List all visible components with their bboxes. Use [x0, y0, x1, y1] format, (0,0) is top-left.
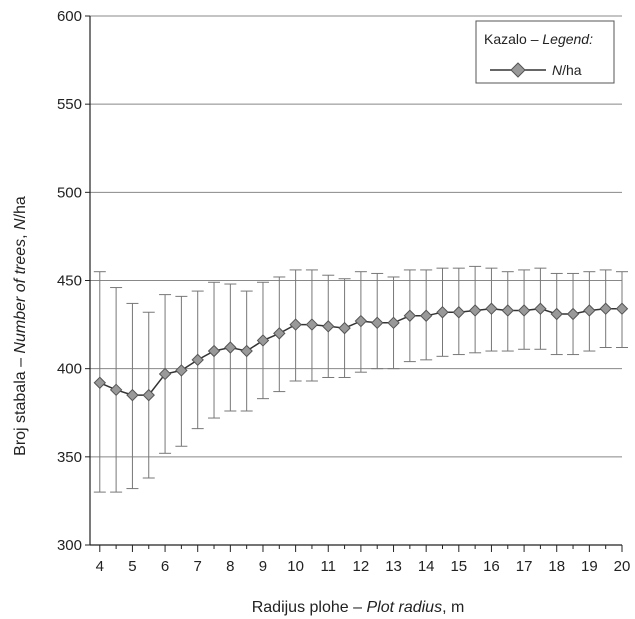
data-point	[550, 307, 563, 321]
x-tick-label: 7	[194, 558, 202, 575]
data-point	[534, 302, 547, 315]
y-tick-label: 400	[57, 361, 82, 378]
x-tick-label: 6	[161, 558, 169, 575]
data-point	[207, 344, 221, 358]
y-tick-label: 450	[57, 273, 82, 290]
data-point	[305, 318, 319, 331]
data-point	[371, 316, 384, 330]
data-point	[354, 314, 368, 328]
y-tick-label: 300	[57, 537, 82, 554]
y-tick-label: 500	[57, 184, 82, 201]
axes	[85, 15, 623, 552]
data-point	[485, 302, 498, 315]
x-tick-label: 11	[320, 558, 336, 575]
x-tick-label: 17	[516, 558, 533, 575]
data-point	[273, 327, 286, 340]
legend-series-label: N/ha	[552, 62, 582, 78]
y-axis-title: Broj stabala – Number of trees, N/ha	[12, 196, 29, 456]
data-point	[599, 302, 612, 315]
x-tick-label: 19	[581, 558, 598, 575]
x-axis-title: Radijus plohe – Plot radius, m	[252, 599, 465, 616]
x-tick-label: 20	[614, 558, 631, 575]
data-point	[615, 302, 629, 315]
x-tick-label: 5	[128, 558, 136, 575]
data-point	[175, 364, 188, 377]
y-tick-label: 350	[57, 449, 82, 466]
data-point	[387, 316, 400, 330]
x-tick-label: 14	[418, 558, 435, 575]
data-point	[322, 320, 335, 333]
data-point	[436, 306, 449, 319]
data-point	[93, 376, 106, 389]
data-point	[191, 353, 204, 367]
legend-marker-icon	[510, 62, 526, 78]
x-tick-label: 15	[450, 558, 467, 575]
legend-box	[475, 20, 615, 84]
x-tick-label: 9	[259, 558, 267, 575]
data-point	[583, 304, 596, 317]
data-point	[158, 367, 172, 381]
data-point	[452, 306, 466, 319]
data-point	[240, 344, 253, 358]
data-point	[126, 388, 139, 402]
data-point	[517, 304, 531, 317]
series-nha	[93, 302, 629, 402]
data-point	[224, 341, 237, 354]
data-point	[419, 309, 433, 322]
x-tick-label: 4	[96, 558, 104, 575]
x-tick-label: 10	[287, 558, 304, 575]
y-tick-labels: 300 350 400 450 500 550 600	[57, 8, 82, 554]
legend: Kazalo – Legend: N/ha	[475, 20, 615, 84]
y-tick-label: 600	[57, 8, 82, 25]
data-point	[566, 307, 580, 321]
data-point	[289, 318, 302, 331]
legend-title: Kazalo – Legend:	[484, 31, 593, 47]
data-point	[109, 383, 123, 397]
x-tick-labels: 4 5 6 7 8 9 10 11 12 13 14 15 16 17 18 19 20	[96, 558, 631, 575]
error-bars	[93, 265, 628, 493]
y-tick-label: 550	[57, 96, 82, 113]
x-tick-label: 8	[226, 558, 234, 575]
data-point	[403, 309, 417, 322]
x-tick-label: 16	[483, 558, 500, 575]
data-point	[142, 388, 155, 402]
x-tick-label: 18	[548, 558, 565, 575]
data-point	[501, 304, 514, 317]
data-point	[468, 304, 482, 317]
data-point	[338, 321, 351, 335]
data-point	[256, 334, 270, 347]
x-tick-label: 12	[353, 558, 370, 575]
x-tick-label: 13	[385, 558, 402, 575]
